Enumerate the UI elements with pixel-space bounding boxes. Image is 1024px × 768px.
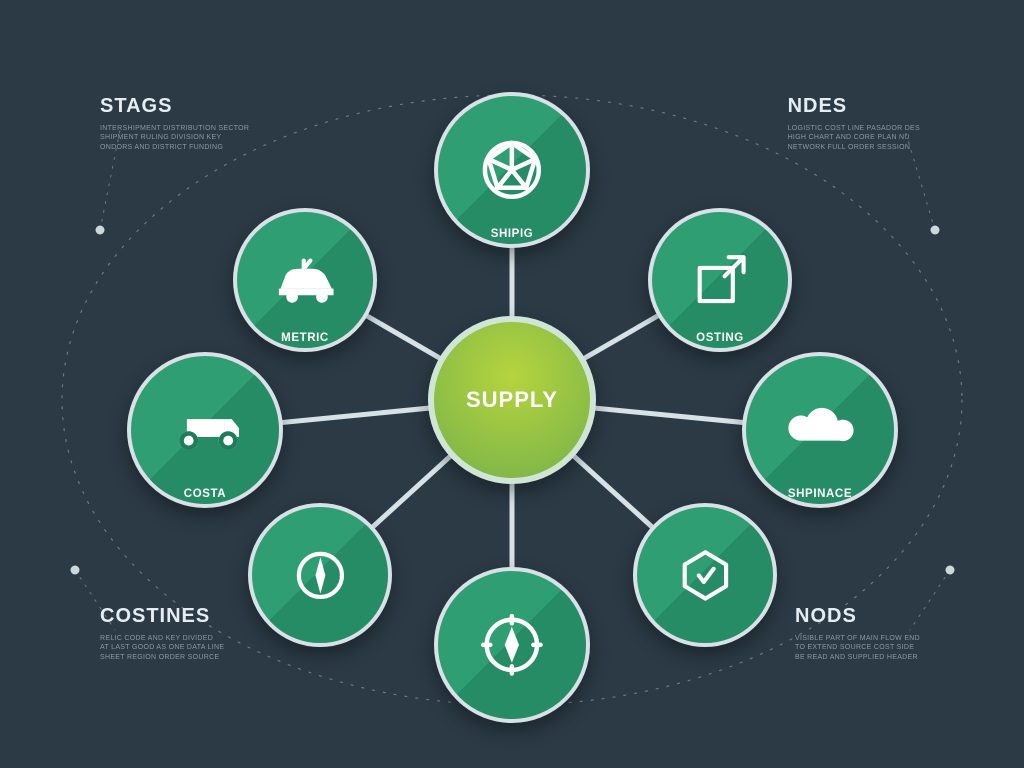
corner-sub-costines: RELIC CODE AND KEY DIVIDEDAT LAST GOOD A… — [100, 634, 224, 662]
corner-title-stags: STAGS — [100, 95, 249, 118]
anchor-dot-1 — [71, 566, 80, 575]
compass1-icon — [252, 507, 388, 643]
corner-nods: NODS VISIBLE PART OF MAIN FLOW ENDTO EXTE… — [795, 605, 920, 662]
corner-sub-ndes: LOGISTIC COST LINE PASADOR DESHIGH CHART… — [788, 124, 920, 152]
diagram-stage: SHIPIG OSTING SHPINACE COSTA METRIC SUPPLY STA… — [0, 0, 1024, 768]
anchor-dot-2 — [931, 226, 940, 235]
corner-costines: COSTINES RELIC CODE AND KEY DIVIDEDAT LAS… — [100, 605, 224, 662]
node-costa: COSTA — [127, 352, 283, 508]
node-label-shipnace: SHPINACE — [788, 488, 852, 500]
node-label-metric: METRIC — [281, 332, 329, 344]
corner-title-ndes: NDES — [788, 95, 920, 118]
node-metric: METRIC — [233, 208, 377, 352]
anchor-dot-3 — [946, 566, 955, 575]
center-node: SUPPLY — [428, 316, 596, 484]
node-shipping: SHIPIG — [434, 92, 590, 248]
corner-sub-nods: VISIBLE PART OF MAIN FLOW ENDTO EXTEND S… — [795, 634, 920, 662]
corner-sub-stags: INTERSHIPMENT DISTRIBUTION SECTORSHIPMEN… — [100, 124, 249, 152]
anchor-dot-0 — [96, 226, 105, 235]
corner-title-nods: NODS — [795, 605, 920, 628]
node-shipnace: SHPINACE — [742, 352, 898, 508]
node-label-shipping: SHIPIG — [491, 228, 534, 240]
truck-icon — [131, 356, 279, 504]
node-costing: OSTING — [648, 208, 792, 352]
costing-icon — [652, 212, 788, 348]
compass2-icon — [438, 571, 586, 719]
node-label-costing: OSTING — [696, 332, 744, 344]
corner-ndes: NDES LOGISTIC COST LINE PASADOR DESHIGH C… — [788, 95, 920, 152]
car-icon — [237, 212, 373, 348]
node-label-costa: COSTA — [184, 488, 226, 500]
node-hex — [633, 503, 777, 647]
center-label: SUPPLY — [466, 387, 558, 413]
hex-icon — [637, 507, 773, 643]
cloud-icon — [746, 356, 894, 504]
node-compass2 — [434, 567, 590, 723]
corner-title-costines: COSTINES — [100, 605, 224, 628]
node-compass1 — [248, 503, 392, 647]
shipig-icon — [438, 96, 586, 244]
corner-stags: STAGS INTERSHIPMENT DISTRIBUTION SECTORSH… — [100, 95, 249, 152]
